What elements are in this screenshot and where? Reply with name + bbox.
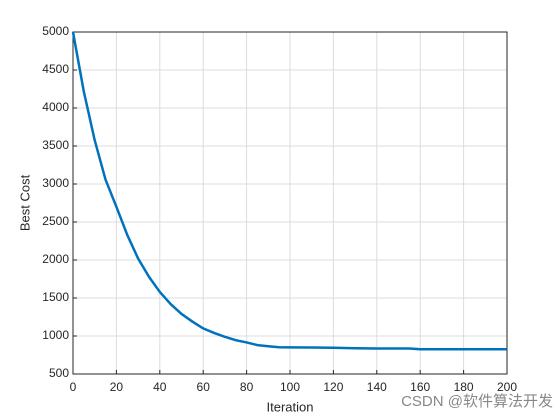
y-tick-label: 3000	[42, 176, 69, 190]
x-tick-label: 160	[410, 380, 430, 394]
y-tick-label: 2500	[42, 214, 69, 228]
y-tick-label: 4000	[42, 100, 69, 114]
x-tick-label: 120	[323, 380, 343, 394]
y-tick-label: 500	[49, 366, 69, 380]
x-tick-label: 40	[153, 380, 167, 394]
x-tick-label: 0	[70, 380, 77, 394]
x-tick-label: 140	[367, 380, 387, 394]
x-tick-label: 60	[197, 380, 211, 394]
y-tick-label: 1000	[42, 328, 69, 342]
axes-box	[72, 31, 508, 375]
y-tick-label: 4500	[42, 62, 69, 76]
y-tick-label: 3500	[42, 138, 69, 152]
y-tick-label: 5000	[42, 24, 69, 38]
x-axis-label: Iteration	[267, 399, 314, 414]
x-tick-label: 200	[497, 380, 517, 394]
x-tick-label: 80	[240, 380, 254, 394]
x-tick-label: 180	[454, 380, 474, 394]
data-line	[71, 31, 507, 351]
y-tick-label: 2000	[42, 252, 69, 266]
x-tick-label: 100	[280, 380, 300, 394]
watermark: CSDN @软件算法开发	[401, 392, 553, 410]
x-tick-label: 20	[110, 380, 124, 394]
y-axis-label: Best Cost	[17, 174, 32, 231]
y-tick-label: 1500	[42, 290, 69, 304]
